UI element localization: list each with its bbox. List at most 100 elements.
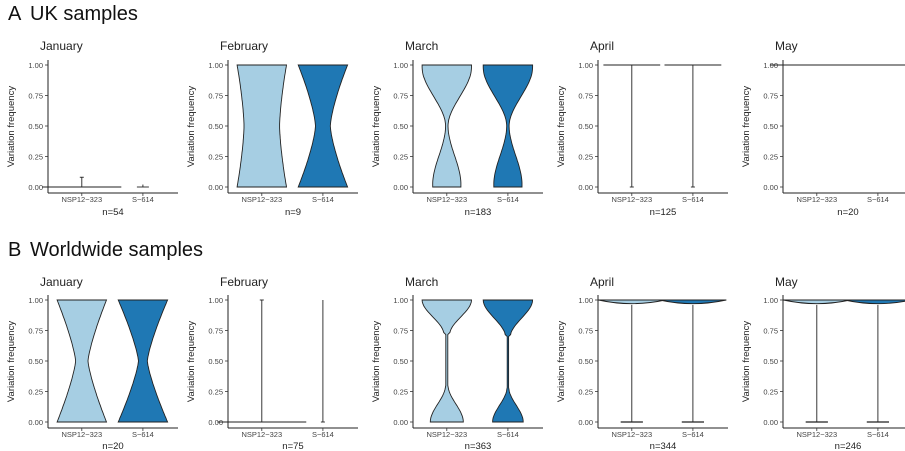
violin-s-614 — [297, 64, 349, 188]
panel-month-label: January — [40, 275, 83, 289]
y-tick-label: 0.00 — [578, 183, 593, 192]
panel-april: April 0.00 0.25 0.50 0.75 1.00 Variation frequ… — [556, 275, 728, 451]
panel-month-label: March — [405, 275, 438, 289]
y-tick-label: 0.50 — [208, 357, 223, 366]
y-tick-label: 0.50 — [763, 357, 778, 366]
panel-month-label: May — [775, 275, 798, 289]
violin-nsp12-323 — [421, 299, 472, 423]
y-tick-label: 0.75 — [763, 92, 778, 101]
panel-month-label: February — [220, 275, 268, 289]
y-tick-label: 0.75 — [393, 92, 408, 101]
y-tick-label: 0.50 — [393, 357, 408, 366]
panel-february: February 0.00 0.25 0.50 0.75 1.00 Variation fr… — [186, 275, 358, 451]
violin-nsp12-323 — [421, 64, 472, 188]
sample-size-label: n=20 — [837, 207, 858, 218]
y-tick-label: 1.00 — [28, 296, 43, 305]
panel-month-label: April — [590, 275, 614, 289]
violin-s-614 — [117, 299, 169, 423]
x-tick-label: S−614 — [312, 430, 334, 439]
y-tick-label: 0.50 — [578, 122, 593, 131]
x-tick-label: NSP12−323 — [61, 430, 102, 439]
violin-nsp12-323 — [56, 299, 108, 423]
x-tick-label: S−614 — [682, 430, 704, 439]
x-tick-label: NSP12−323 — [611, 430, 652, 439]
panel-march: March 0.00 0.25 0.50 0.75 1.00 Variation frequ… — [371, 275, 543, 451]
panel-march: March 0.00 0.25 0.50 0.75 1.00 Variation frequ… — [371, 39, 543, 218]
panel-month-label: April — [590, 39, 614, 53]
x-tick-label: NSP12−323 — [241, 195, 282, 204]
y-tick-label: 0.25 — [393, 153, 408, 162]
x-tick-label: NSP12−323 — [61, 195, 102, 204]
y-tick-label: 0.25 — [28, 388, 43, 397]
y-tick-label: 0.00 — [578, 418, 593, 427]
y-tick-label: 0.75 — [578, 92, 593, 101]
y-tick-label: 0.00 — [763, 418, 778, 427]
y-tick-label: 0.25 — [763, 153, 778, 162]
sample-size-label: n=363 — [465, 441, 492, 451]
x-tick-label: NSP12−323 — [796, 430, 837, 439]
x-tick-label: NSP12−323 — [611, 195, 652, 204]
y-tick-label: 1.00 — [578, 61, 593, 70]
panel-month-label: January — [40, 39, 83, 53]
y-axis-title: Variation frequency — [556, 86, 567, 167]
y-axis-title: Variation frequency — [556, 321, 567, 402]
section-letter: B — [8, 239, 21, 261]
y-tick-label: 0.25 — [208, 153, 223, 162]
x-tick-label: NSP12−323 — [796, 195, 837, 204]
violin-s-614 — [482, 64, 534, 188]
y-tick-label: 0.50 — [28, 122, 43, 131]
x-tick-label: NSP12−323 — [426, 195, 467, 204]
y-tick-label: 0.75 — [28, 327, 43, 336]
x-tick-label: S−614 — [312, 195, 334, 204]
y-axis-title: Variation frequency — [371, 86, 382, 167]
y-tick-label: 0.25 — [28, 153, 43, 162]
y-tick-label: 0.25 — [763, 388, 778, 397]
x-tick-label: S−614 — [867, 430, 889, 439]
sample-size-label: n=183 — [465, 207, 492, 218]
panel-april: April 0.00 0.25 0.50 0.75 1.00 Variation frequ… — [556, 39, 728, 218]
panel-january: January 0.00 0.25 0.50 0.75 1.00 Variation fre… — [6, 39, 178, 218]
y-tick-label: 0.75 — [393, 327, 408, 336]
y-axis-title: Variation frequency — [6, 321, 17, 402]
panel-january: January 0.00 0.25 0.50 0.75 1.00 Variation fre… — [6, 275, 178, 451]
y-tick-label: 0.00 — [763, 183, 778, 192]
panel-month-label: May — [775, 39, 798, 53]
x-tick-label: S−614 — [497, 430, 519, 439]
x-tick-label: S−614 — [132, 430, 154, 439]
y-axis-title: Variation frequency — [6, 86, 17, 167]
violin-s-614 — [844, 299, 905, 305]
y-tick-label: 0.75 — [28, 92, 43, 101]
sample-size-label: n=125 — [650, 207, 677, 218]
sample-size-label: n=344 — [650, 441, 677, 451]
x-tick-label: NSP12−323 — [426, 430, 467, 439]
panel-month-label: March — [405, 39, 438, 53]
y-tick-label: 1.00 — [393, 296, 408, 305]
sample-size-label: n=9 — [285, 207, 301, 218]
y-tick-label: 1.00 — [763, 296, 778, 305]
y-axis-title: Variation frequency — [186, 86, 197, 167]
panel-february: February 0.00 0.25 0.50 0.75 1.00 Variation fr… — [186, 39, 358, 218]
y-tick-label: 0.25 — [578, 153, 593, 162]
y-tick-label: 0.50 — [578, 357, 593, 366]
sample-size-label: n=75 — [282, 441, 303, 451]
y-tick-label: 0.00 — [208, 183, 223, 192]
y-tick-label: 1.00 — [208, 61, 223, 70]
y-tick-label: 0.25 — [393, 388, 408, 397]
y-tick-label: 0.50 — [208, 122, 223, 131]
y-tick-label: 0.00 — [208, 418, 223, 427]
y-tick-label: 0.00 — [393, 418, 408, 427]
violin-nsp12-323 — [236, 64, 288, 188]
y-tick-label: 1.00 — [578, 296, 593, 305]
sample-size-label: n=54 — [102, 207, 123, 218]
y-axis-title: Variation frequency — [741, 321, 752, 402]
y-tick-label: 1.00 — [208, 296, 223, 305]
y-tick-label: 0.50 — [28, 357, 43, 366]
x-tick-label: S−614 — [497, 195, 519, 204]
panel-month-label: February — [220, 39, 268, 53]
panel-may: May 0.00 0.25 0.50 0.75 1.00 Variation frequen… — [741, 275, 905, 451]
x-tick-label: S−614 — [682, 195, 704, 204]
x-tick-label: S−614 — [132, 195, 154, 204]
section-letter: A — [8, 3, 22, 25]
y-tick-label: 0.00 — [28, 183, 43, 192]
y-tick-label: 0.00 — [393, 183, 408, 192]
